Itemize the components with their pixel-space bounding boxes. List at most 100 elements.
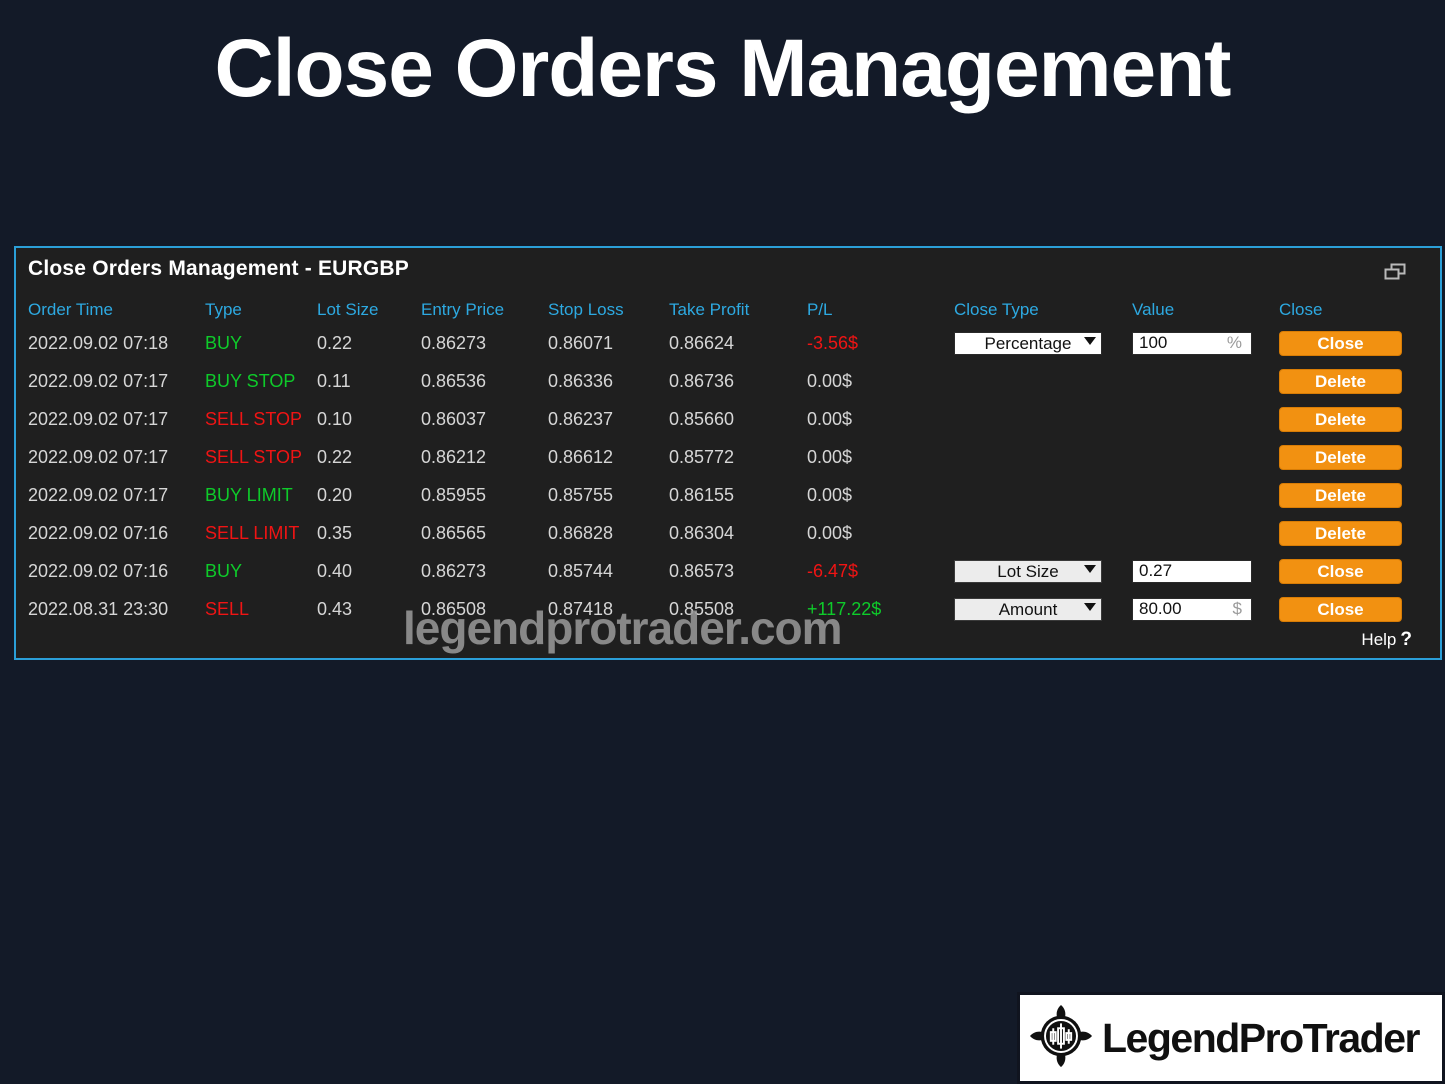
- take-profit: 0.86736: [669, 370, 735, 391]
- value-field: %: [1132, 331, 1252, 355]
- pl-value: 0.00$: [807, 370, 853, 391]
- pl-value: 0.00$: [807, 408, 853, 429]
- stop-loss: 0.85755: [548, 484, 614, 505]
- delete-order-button[interactable]: Delete: [1279, 482, 1402, 508]
- close-order-button[interactable]: Close: [1279, 558, 1402, 584]
- table-row: 2022.09.02 07:17 BUY STOP 0.11 0.86536 0…: [28, 362, 1438, 400]
- chevron-down-icon: [1084, 564, 1096, 573]
- order-type: BUY: [205, 560, 243, 581]
- order-type: SELL STOP: [205, 408, 303, 429]
- close-type-selected: Percentage: [984, 333, 1072, 353]
- lot-size: 0.40: [317, 560, 353, 581]
- table-row: 2022.09.02 07:16 SELL LIMIT 0.35 0.86565…: [28, 514, 1438, 552]
- close-type-dropdown[interactable]: Lot Size: [954, 559, 1102, 583]
- take-profit: 0.86624: [669, 332, 735, 353]
- stop-loss: 0.86071: [548, 332, 614, 353]
- value-field: $: [1132, 597, 1252, 621]
- table-row: 2022.09.02 07:17 SELL STOP 0.22 0.86212 …: [28, 438, 1438, 476]
- col-header-type: Type: [205, 300, 242, 319]
- close-order-button[interactable]: Close: [1279, 596, 1402, 622]
- chevron-down-icon: [1084, 602, 1096, 611]
- stop-loss: 0.85744: [548, 560, 614, 581]
- entry-price: 0.86212: [421, 446, 487, 467]
- lot-size: 0.22: [317, 332, 353, 353]
- entry-price: 0.86536: [421, 370, 487, 391]
- entry-price: 0.86273: [421, 560, 487, 581]
- lot-size: 0.22: [317, 446, 353, 467]
- order-time: 2022.09.02 07:17: [28, 370, 169, 391]
- entry-price: 0.86273: [421, 332, 487, 353]
- order-type: BUY LIMIT: [205, 484, 293, 505]
- take-profit: 0.85772: [669, 446, 735, 467]
- order-time: 2022.09.02 07:16: [28, 522, 169, 543]
- delete-order-button[interactable]: Delete: [1279, 368, 1402, 394]
- col-header-order-time: Order Time: [28, 300, 114, 319]
- stop-loss: 0.86237: [548, 408, 614, 429]
- chevron-down-icon: [1084, 336, 1096, 345]
- lot-size: 0.10: [317, 408, 353, 429]
- take-profit: 0.86304: [669, 522, 735, 543]
- entry-price: 0.86565: [421, 522, 487, 543]
- take-profit: 0.85508: [669, 598, 735, 619]
- pl-value: 0.00$: [807, 446, 853, 467]
- col-header-value: Value: [1132, 300, 1175, 319]
- pl-value: -6.47$: [807, 560, 859, 581]
- order-type: SELL LIMIT: [205, 522, 300, 543]
- order-time: 2022.09.02 07:17: [28, 446, 169, 467]
- stop-loss: 0.86336: [548, 370, 614, 391]
- table-row: 2022.08.31 23:30 SELL 0.43 0.86508 0.874…: [28, 590, 1438, 628]
- order-type: SELL: [205, 598, 250, 619]
- orders-table: Order Time Type Lot Size Entry Price Sto…: [28, 296, 1438, 628]
- order-time: 2022.08.31 23:30: [28, 598, 169, 619]
- lot-size: 0.20: [317, 484, 353, 505]
- close-type-selected: Lot Size: [997, 561, 1059, 581]
- stop-loss: 0.86828: [548, 522, 614, 543]
- globe-candlestick-logo-icon: [1030, 1004, 1092, 1072]
- entry-price: 0.86037: [421, 408, 487, 429]
- close-type-dropdown[interactable]: Percentage: [954, 331, 1102, 355]
- close-type-selected: Amount: [998, 599, 1058, 619]
- take-profit: 0.85660: [669, 408, 735, 429]
- help-label: Help: [1361, 630, 1397, 649]
- page-title: Close Orders Management: [214, 23, 1232, 114]
- value-suffix: %: [1226, 333, 1242, 352]
- question-mark-icon: ?: [1400, 629, 1412, 650]
- value-suffix: $: [1232, 599, 1242, 618]
- stop-loss: 0.87418: [548, 598, 614, 619]
- order-type: SELL STOP: [205, 446, 303, 467]
- col-header-pl: P/L: [807, 300, 833, 319]
- pl-value: 0.00$: [807, 484, 853, 505]
- col-header-take-profit: Take Profit: [669, 300, 750, 319]
- col-header-close-type: Close Type: [954, 300, 1039, 319]
- take-profit: 0.86155: [669, 484, 735, 505]
- delete-order-button[interactable]: Delete: [1279, 444, 1402, 470]
- col-header-stop-loss: Stop Loss: [548, 300, 624, 319]
- close-type-dropdown[interactable]: Amount: [954, 597, 1102, 621]
- order-type: BUY: [205, 332, 243, 353]
- order-time: 2022.09.02 07:18: [28, 332, 169, 353]
- value-input[interactable]: [1133, 561, 1213, 581]
- order-type: BUY STOP: [205, 370, 296, 391]
- order-time: 2022.09.02 07:17: [28, 484, 169, 505]
- cascade-windows-icon[interactable]: [1384, 263, 1406, 285]
- table-header-row: Order Time Type Lot Size Entry Price Sto…: [28, 296, 1438, 324]
- pl-value: -3.56$: [807, 332, 859, 353]
- col-header-lot-size: Lot Size: [317, 300, 379, 319]
- close-order-button[interactable]: Close: [1279, 330, 1402, 356]
- value-input[interactable]: [1133, 599, 1213, 619]
- lot-size: 0.11: [317, 370, 351, 391]
- col-header-entry-price: Entry Price: [421, 300, 505, 319]
- panel-title: Close Orders Management - EURGBP: [28, 257, 409, 280]
- value-input[interactable]: [1133, 333, 1213, 353]
- order-time: 2022.09.02 07:16: [28, 560, 169, 581]
- help-link[interactable]: Help?: [1361, 629, 1412, 651]
- delete-order-button[interactable]: Delete: [1279, 520, 1402, 546]
- table-row: 2022.09.02 07:16 BUY 0.40 0.86273 0.8574…: [28, 552, 1438, 590]
- order-time: 2022.09.02 07:17: [28, 408, 169, 429]
- value-field: [1132, 559, 1252, 583]
- delete-order-button[interactable]: Delete: [1279, 406, 1402, 432]
- brand-name: LegendProTrader: [1102, 1014, 1420, 1061]
- entry-price: 0.85955: [421, 484, 487, 505]
- entry-price: 0.86508: [421, 598, 487, 619]
- take-profit: 0.86573: [669, 560, 735, 581]
